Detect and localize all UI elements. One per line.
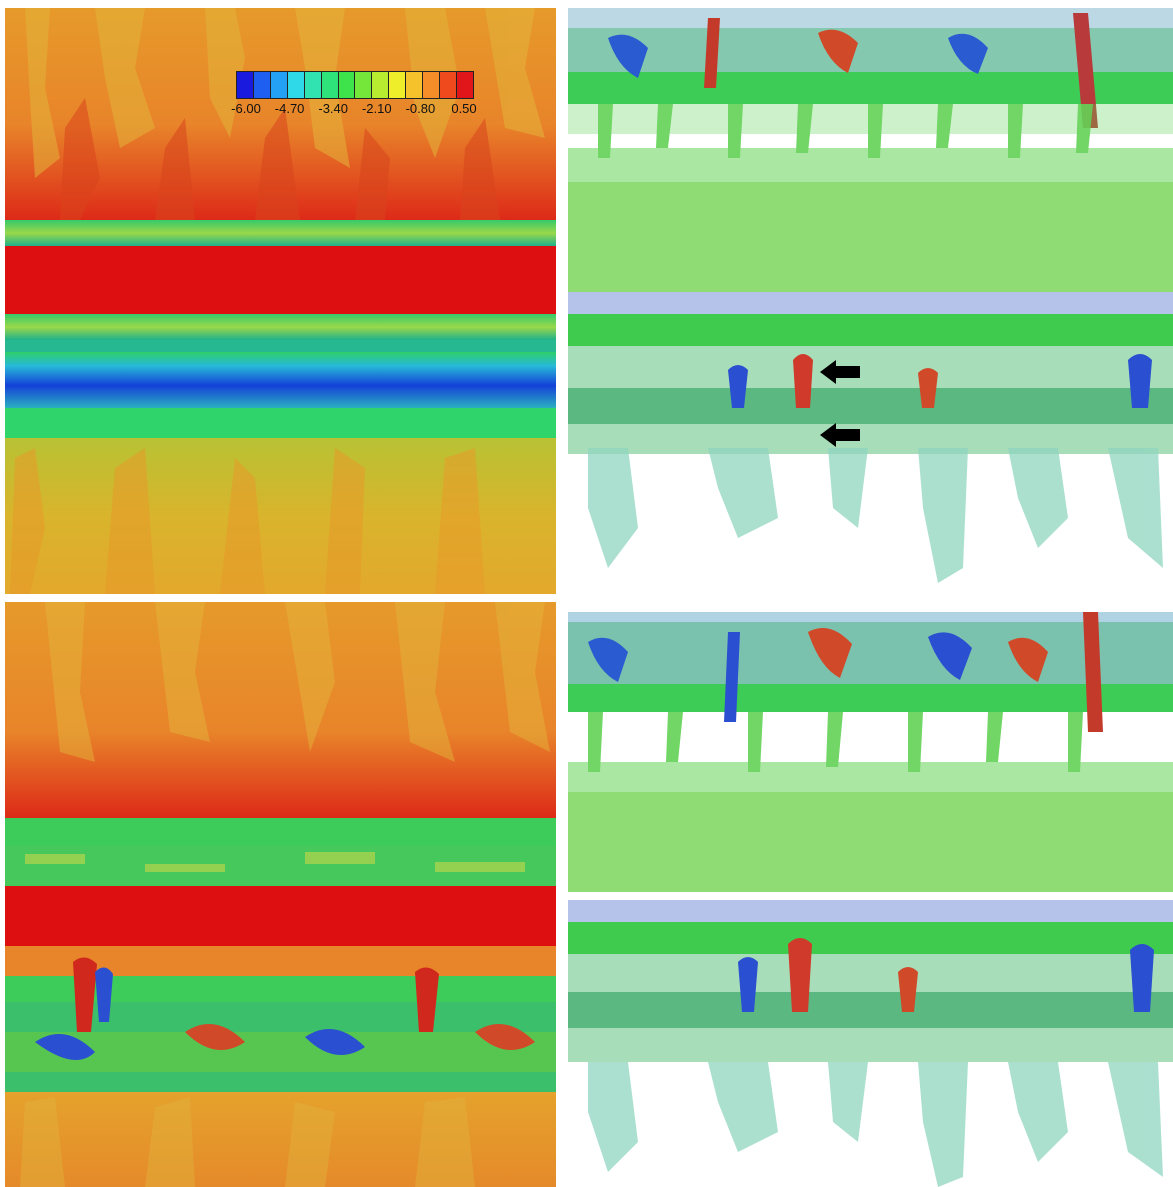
lower-vortex-cluster <box>568 354 1173 424</box>
colorbar-swatch <box>287 72 305 98</box>
lower-surface-haze <box>568 900 1173 922</box>
colorbar-tick-label: -0.80 <box>405 101 436 116</box>
left-arrow-lower <box>820 423 860 447</box>
isosurface-render <box>568 612 1173 1187</box>
upper-turbulent-speckles <box>25 852 525 872</box>
colorbar-swatch <box>456 72 473 98</box>
colorbar-swatch <box>423 72 441 98</box>
lower-surface-haze <box>568 292 1173 314</box>
vortex-structures <box>5 957 556 1072</box>
isosurface-render <box>568 8 1173 583</box>
colorbar-swatch <box>355 72 373 98</box>
cold-band <box>5 352 556 408</box>
colorbar-swatch <box>389 72 407 98</box>
colorbar-tick-label: 0.50 <box>451 101 477 116</box>
colorbar-swatch <box>372 72 390 98</box>
middle-translucent-band <box>568 792 1173 892</box>
lower-field-streaks <box>10 448 485 594</box>
lower-tube-iso <box>568 314 1173 346</box>
colorbar-legend: -6.00 -4.70 -3.40 -2.10 -0.80 0.50 <box>231 71 477 119</box>
contour-panel-top-left: -6.00 -4.70 -3.40 -2.10 -0.80 0.50 <box>5 8 556 594</box>
shear-layer <box>5 408 556 438</box>
upper-field-streaks <box>45 602 550 762</box>
colorbar-strip <box>236 71 474 99</box>
upper-hanging-structures <box>568 712 1173 792</box>
middle-translucent-band <box>568 182 1173 292</box>
contour-plot <box>5 8 556 594</box>
hot-core-band <box>5 246 556 314</box>
colorbar-swatch <box>304 72 322 98</box>
colorbar-ticks: -6.00 -4.70 -3.40 -2.10 -0.80 0.50 <box>231 101 477 119</box>
lower-vortex-cluster <box>568 938 1173 1028</box>
colorbar-tick-label: -3.40 <box>318 101 349 116</box>
contour-plot-with-vortices <box>5 602 556 1187</box>
upper-field-region <box>5 602 556 818</box>
left-arrow-upper <box>820 360 860 384</box>
lower-hanging-plumes <box>588 1062 1163 1187</box>
colorbar-tick-label: -6.00 <box>231 101 261 116</box>
colorbar-swatch <box>253 72 271 98</box>
upper-tube <box>5 220 556 246</box>
isosurface-panel-top-right <box>568 8 1173 583</box>
tube-edge <box>5 340 556 352</box>
colorbar-swatch <box>237 72 254 98</box>
colorbar-swatch <box>321 72 339 98</box>
colorbar-swatch <box>338 72 356 98</box>
upper-tube-iso <box>568 72 1173 104</box>
colorbar-swatch <box>440 72 457 98</box>
middle-tube <box>5 314 556 340</box>
colorbar-swatch <box>406 72 424 98</box>
colorbar-tick-label: -4.70 <box>274 101 305 116</box>
colorbar-swatch <box>270 72 288 98</box>
upper-vortex-cluster <box>568 612 1173 732</box>
upper-tube <box>5 818 556 846</box>
hot-core-band <box>5 886 556 946</box>
upper-hanging-structures <box>568 104 1173 182</box>
upper-vortex-cluster <box>568 13 1173 128</box>
contour-panel-bottom-left <box>5 602 556 1187</box>
colorbar-tick-label: -2.10 <box>361 101 392 116</box>
lower-field-streaks <box>20 1097 475 1187</box>
upper-tube-iso <box>568 684 1173 712</box>
lower-tube-iso <box>568 922 1173 954</box>
lower-hanging-plumes <box>588 448 1163 583</box>
isosurface-panel-bottom-right <box>568 612 1173 1187</box>
upper-field-dark-streaks <box>60 98 500 220</box>
